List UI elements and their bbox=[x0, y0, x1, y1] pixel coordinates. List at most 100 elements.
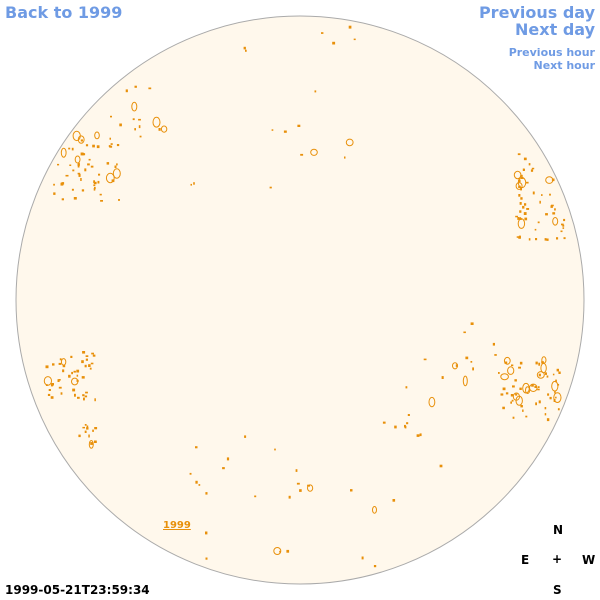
sunspot-dot bbox=[535, 361, 538, 365]
sunspot-dot bbox=[190, 183, 192, 186]
sunspot-dot bbox=[283, 130, 287, 133]
sunspot-dot bbox=[504, 361, 508, 364]
sunspot-ring bbox=[500, 373, 509, 381]
sunspot-dot bbox=[286, 549, 290, 553]
sunspot-ring bbox=[512, 392, 520, 401]
next-day-link[interactable]: Next day bbox=[515, 20, 595, 39]
sunspot-dot bbox=[88, 434, 90, 438]
next-hour-link[interactable]: Next hour bbox=[533, 59, 596, 72]
sunspot-ring bbox=[105, 172, 115, 184]
sunspot-dot bbox=[544, 238, 547, 241]
sunspot-dot bbox=[85, 144, 89, 147]
sunspot-dot bbox=[68, 147, 71, 150]
previous-day-link[interactable]: Previous day bbox=[478, 3, 595, 22]
sunspot-dot bbox=[91, 352, 94, 355]
sunspot-dot bbox=[550, 205, 553, 208]
sunspot-dot bbox=[84, 168, 87, 172]
sunspot-dot bbox=[394, 425, 397, 429]
sunspot-dot bbox=[405, 386, 408, 389]
sunspot-dot bbox=[547, 393, 550, 396]
observation-timestamp: 1999-05-21T23:59:34 bbox=[5, 583, 150, 597]
sunspot-dot bbox=[97, 180, 100, 184]
sunspot-dot bbox=[96, 145, 100, 149]
sunspot-dot bbox=[350, 489, 353, 492]
sunspot-dot bbox=[510, 401, 512, 404]
sunspot-dot bbox=[520, 187, 522, 191]
sunspot-dot bbox=[85, 355, 89, 357]
sunspot-dot bbox=[83, 153, 86, 156]
sunspot-dot bbox=[465, 356, 469, 360]
sunspot-dot bbox=[109, 137, 111, 140]
sunspot-dot bbox=[518, 366, 521, 369]
sunspot-dot bbox=[94, 186, 96, 190]
sunspot-dot bbox=[419, 433, 422, 437]
sunspot-dot bbox=[526, 208, 530, 210]
sunspot-dot bbox=[62, 364, 66, 368]
sunspot-dot bbox=[522, 168, 525, 171]
sunspot-dot bbox=[71, 371, 73, 375]
sunspot-dot bbox=[86, 427, 89, 430]
compass-north: N bbox=[553, 523, 564, 537]
sunspot-dot bbox=[554, 208, 556, 211]
sunspot-dot bbox=[68, 374, 71, 378]
sunspot-dot bbox=[519, 210, 522, 213]
sunspot-dot bbox=[518, 236, 521, 239]
sunspot-dot bbox=[61, 198, 64, 201]
back-to-year-link[interactable]: Back to 1999 bbox=[5, 3, 123, 22]
sunspot-dot bbox=[269, 186, 272, 189]
sunspot-dot bbox=[71, 188, 74, 191]
sunspot-dot bbox=[245, 49, 247, 52]
active-regions-layer bbox=[43, 25, 566, 568]
sunspot-dot bbox=[71, 147, 74, 151]
sunspot-dot bbox=[528, 163, 531, 166]
sunspot-dot bbox=[549, 396, 552, 400]
sunspot-dot bbox=[523, 157, 527, 161]
sunspot-dot bbox=[134, 85, 137, 88]
sunspot-dot bbox=[48, 389, 51, 391]
compass-east: E bbox=[521, 553, 530, 567]
sunspot-dot bbox=[60, 392, 63, 395]
sunspot-dot bbox=[99, 193, 102, 196]
sunspot-dot bbox=[441, 376, 444, 379]
sunspot-dot bbox=[77, 396, 80, 399]
sunspot-dot bbox=[82, 351, 86, 354]
sunspot-dot bbox=[205, 531, 208, 535]
sunspot-ring bbox=[160, 125, 168, 133]
sunspot-dot bbox=[538, 362, 541, 366]
sunspot-dot bbox=[62, 369, 65, 373]
sunspot-ring bbox=[551, 380, 559, 392]
sunspot-dot bbox=[205, 492, 208, 495]
sunspot-ring bbox=[372, 506, 377, 514]
sunspot-dot bbox=[561, 223, 564, 226]
sunspot-dot bbox=[76, 374, 79, 377]
sunspot-dot bbox=[87, 163, 90, 166]
sunspot-dot bbox=[51, 383, 54, 386]
sunspot-dot bbox=[541, 361, 544, 364]
sunspot-dot bbox=[297, 124, 301, 127]
sunspot-dot bbox=[73, 197, 77, 200]
sunspot-dot bbox=[502, 406, 505, 410]
sunspot-dot bbox=[555, 396, 557, 399]
sunspot-dot bbox=[546, 418, 550, 422]
sunspot-dot bbox=[404, 424, 406, 428]
sunspot-ring bbox=[273, 547, 282, 555]
sunspot-dot bbox=[472, 367, 474, 371]
sunspot-dot bbox=[546, 238, 549, 241]
sunspot-dot bbox=[80, 139, 83, 142]
sunspot-dot bbox=[556, 368, 559, 372]
sunspot-dot bbox=[551, 178, 555, 182]
sunspot-dot bbox=[148, 87, 152, 90]
sunspot-dot bbox=[392, 499, 396, 502]
sunspot-ring bbox=[94, 131, 100, 140]
sunspot-dot bbox=[57, 163, 60, 166]
sunspot-dot bbox=[295, 469, 298, 472]
sunspot-dot bbox=[116, 144, 120, 147]
sunspot-dot bbox=[90, 442, 94, 445]
sunspot-dot bbox=[83, 397, 85, 401]
year-marker-link[interactable]: 1999 bbox=[163, 520, 191, 531]
sunspot-dot bbox=[560, 230, 563, 233]
sunspot-dot bbox=[98, 173, 101, 176]
previous-hour-link[interactable]: Previous hour bbox=[508, 46, 595, 59]
sunspot-dot bbox=[84, 430, 87, 433]
sunspot-dot bbox=[158, 128, 161, 131]
